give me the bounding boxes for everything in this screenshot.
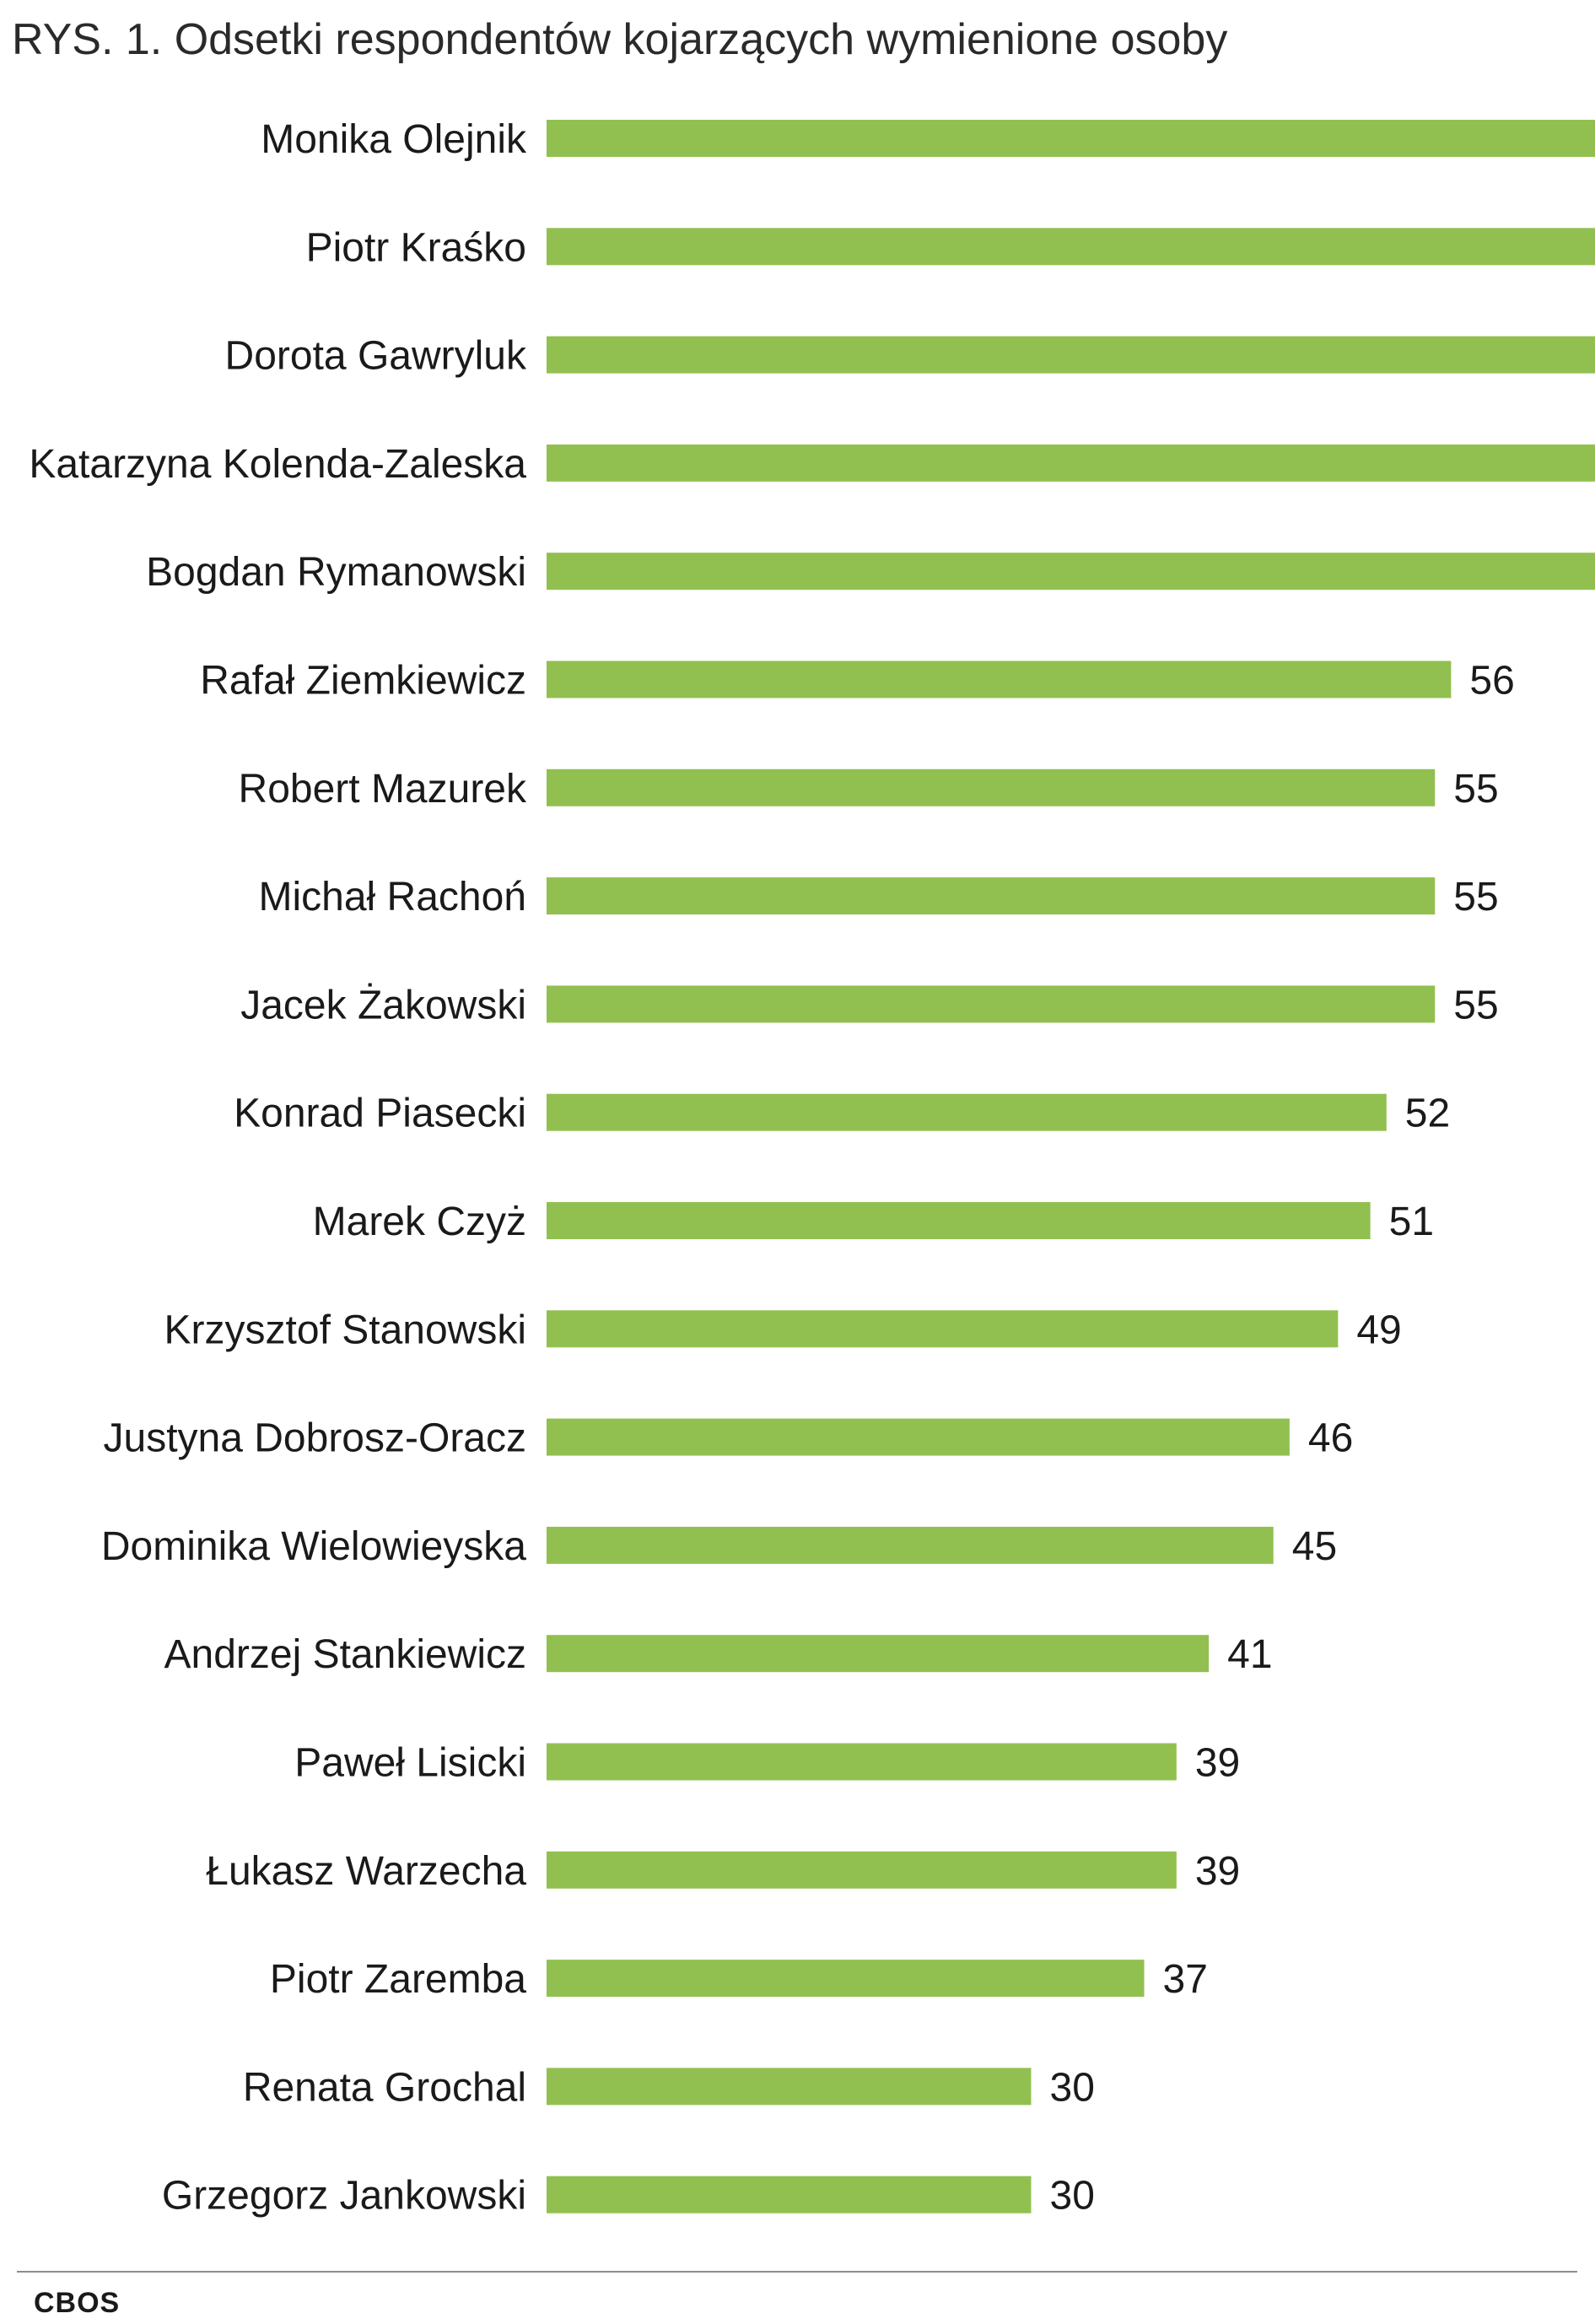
value-label: 39	[1195, 1741, 1240, 1786]
value-label: 55	[1453, 983, 1498, 1027]
value-label: 41	[1227, 1632, 1272, 1677]
chart-title: RYS. 1. Odsetki respondentów kojarzących…	[12, 15, 1228, 64]
category-label: Marek Czyż	[313, 1200, 526, 1244]
value-label: 52	[1405, 1092, 1450, 1136]
source-label: CBOS	[34, 2287, 121, 2319]
footer-divider	[17, 2271, 1577, 2273]
bar	[547, 1743, 1177, 1781]
category-label: Piotr Zaremba	[270, 1957, 526, 2002]
bar	[547, 661, 1452, 698]
category-label: Justyna Dobrosz-Oracz	[104, 1416, 527, 1461]
value-label: 46	[1308, 1416, 1353, 1461]
category-label: Dorota Gawryluk	[225, 334, 527, 379]
value-label: 39	[1195, 1849, 1240, 1894]
category-label: Bogdan Rymanowski	[146, 550, 526, 595]
category-label: Jacek Żakowski	[240, 983, 526, 1027]
category-label: Robert Mazurek	[239, 767, 527, 812]
bar	[547, 120, 1595, 157]
bar	[547, 553, 1595, 590]
bar	[547, 877, 1436, 915]
bar	[547, 444, 1595, 482]
category-label: Dominika Wielowieyska	[101, 1524, 526, 1569]
value-label: 49	[1356, 1308, 1401, 1352]
value-label: 55	[1453, 767, 1498, 812]
category-label: Renata Grochal	[243, 2065, 526, 2110]
bar	[547, 985, 1436, 1023]
value-label: 51	[1389, 1200, 1434, 1244]
bar	[547, 1960, 1145, 1998]
bar	[547, 1310, 1339, 1348]
bar	[547, 336, 1595, 374]
bar	[547, 1526, 1274, 1564]
bar	[547, 2176, 1032, 2213]
bar	[547, 228, 1595, 266]
category-label: Katarzyna Kolenda-Zaleska	[29, 442, 526, 487]
category-label: Michał Rachoń	[259, 875, 526, 919]
category-label: Monika Olejnik	[261, 117, 527, 162]
value-label: 30	[1050, 2174, 1095, 2219]
bar	[547, 1635, 1210, 1673]
bar-chart: Monika Olejnik90Piotr Kraśko85Dorota Gaw…	[29, 117, 1595, 2219]
category-label: Grzegorz Jankowski	[162, 2174, 526, 2219]
bar	[547, 1093, 1387, 1131]
category-label: Rafał Ziemkiewicz	[200, 659, 526, 704]
bar	[547, 768, 1436, 806]
category-label: Konrad Piasecki	[234, 1092, 526, 1136]
category-label: Łukasz Warzecha	[206, 1849, 526, 1894]
bar	[547, 1202, 1371, 1239]
bar	[547, 2068, 1032, 2106]
value-label: 45	[1292, 1524, 1337, 1569]
value-label: 56	[1469, 659, 1514, 704]
value-label: 37	[1163, 1957, 1208, 2002]
value-label: 55	[1453, 875, 1498, 919]
value-label: 30	[1050, 2065, 1095, 2110]
bar	[547, 1851, 1177, 1889]
category-label: Paweł Lisicki	[294, 1741, 526, 1786]
category-label: Piotr Kraśko	[306, 225, 526, 270]
bar	[547, 1418, 1290, 1456]
category-label: Andrzej Stankiewicz	[164, 1632, 526, 1677]
category-label: Krzysztof Stanowski	[164, 1308, 526, 1352]
